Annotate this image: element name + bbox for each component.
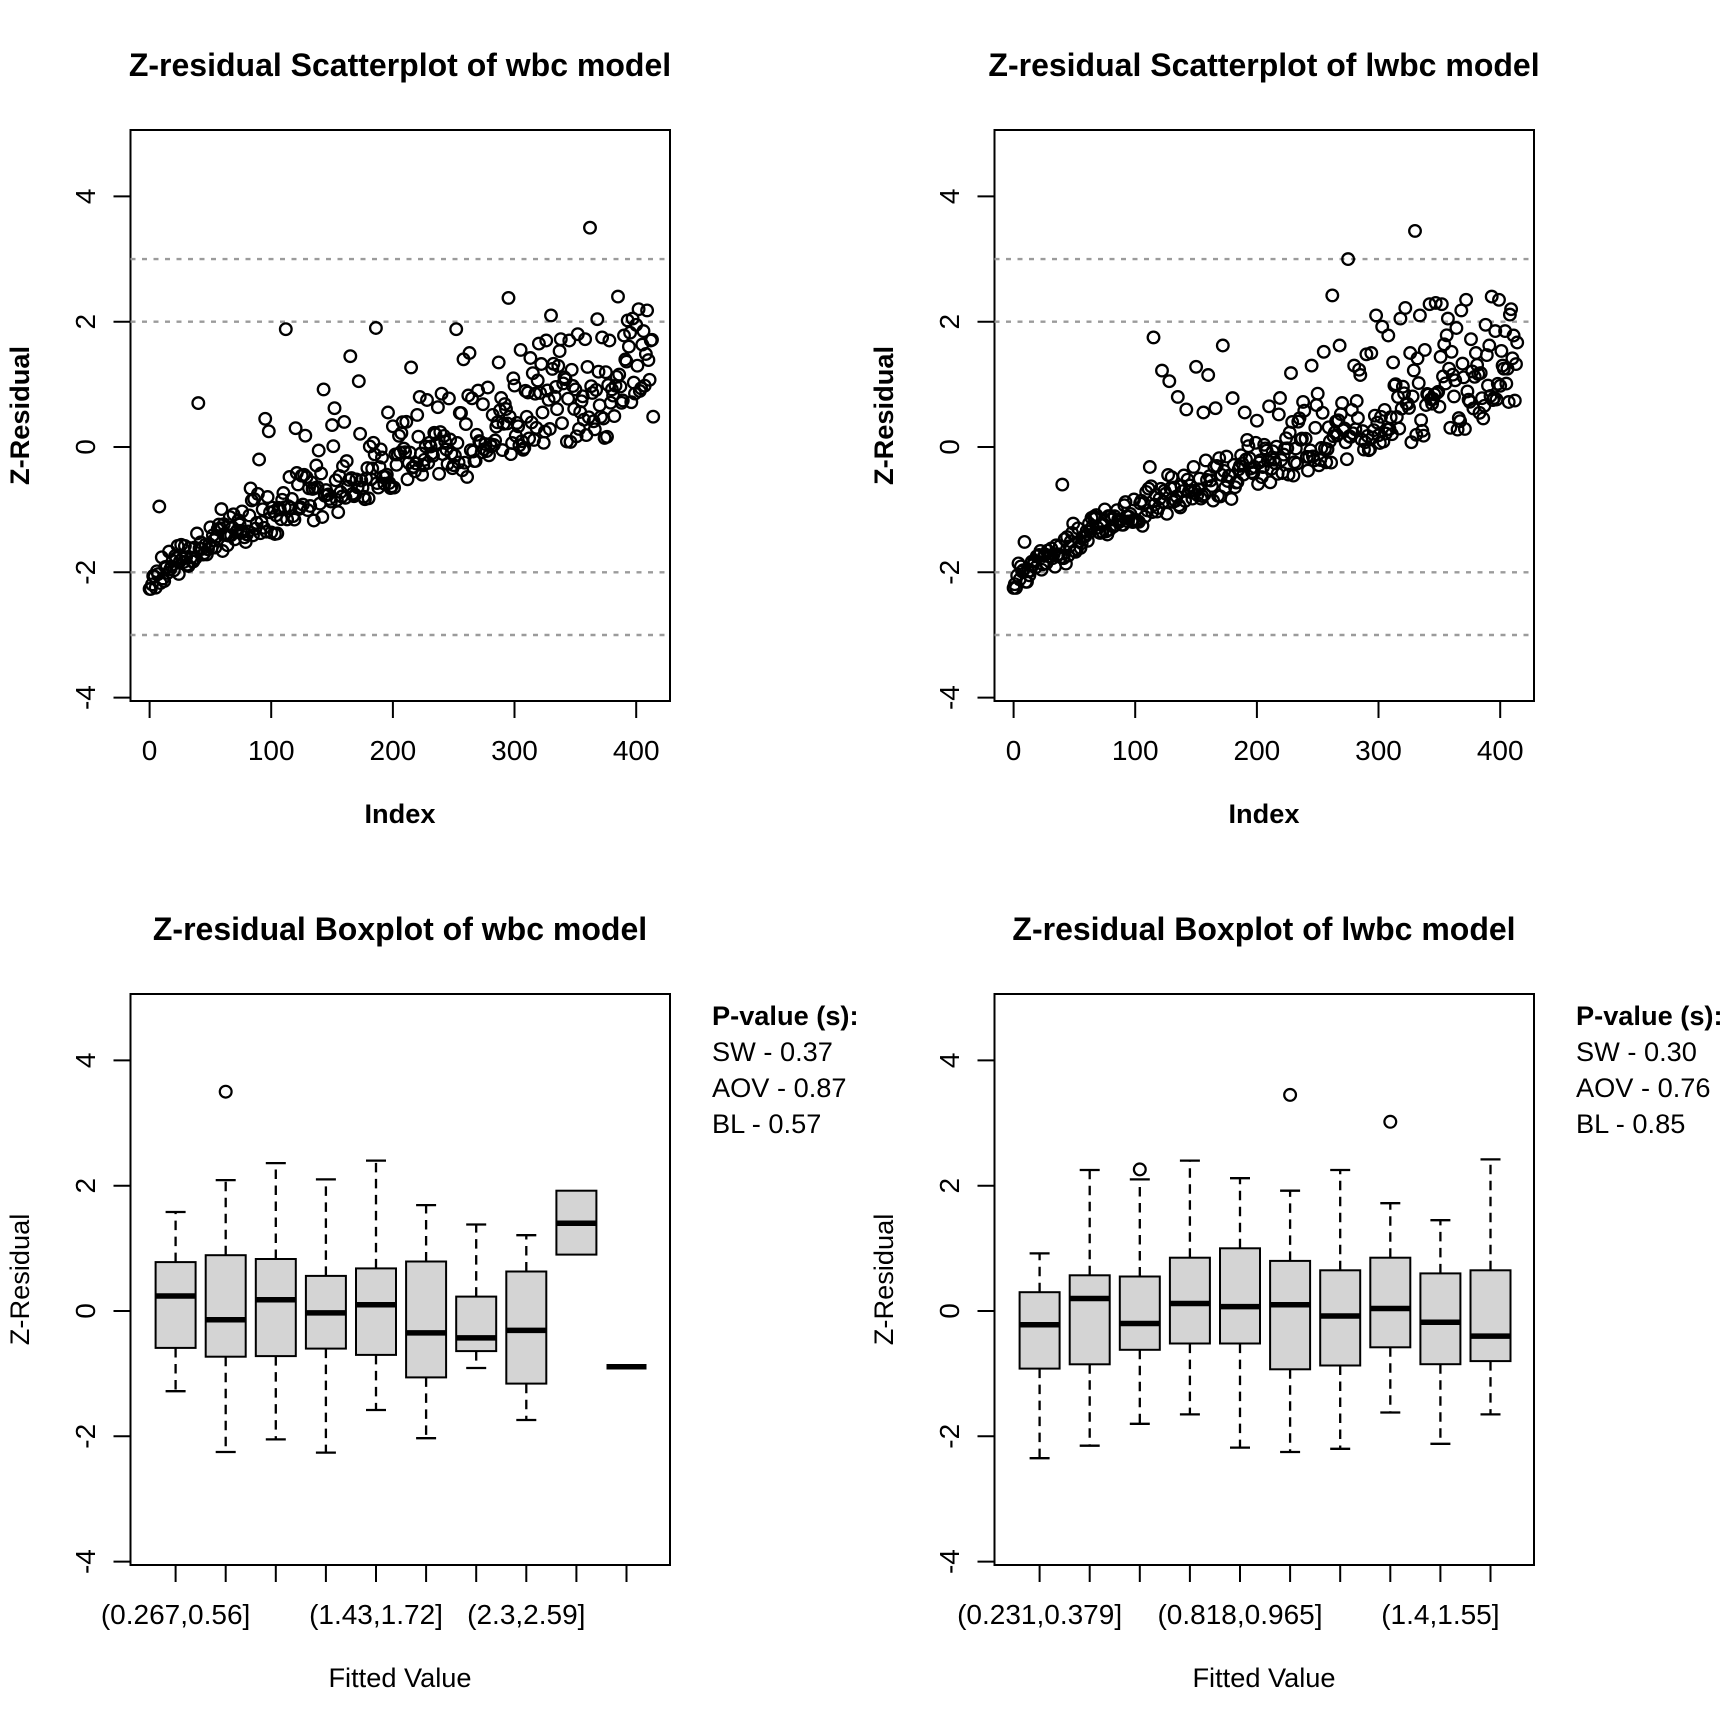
svg-text:300: 300 — [1355, 735, 1402, 766]
svg-text:SW - 0.30: SW - 0.30 — [1576, 1036, 1697, 1067]
svg-text:AOV - 0.87: AOV - 0.87 — [712, 1072, 847, 1103]
svg-text:200: 200 — [1234, 735, 1281, 766]
svg-text:Index: Index — [364, 798, 435, 829]
svg-text:0: 0 — [70, 439, 101, 455]
svg-text:BL - 0.57: BL - 0.57 — [712, 1108, 821, 1139]
svg-text:-2: -2 — [70, 560, 101, 585]
svg-text:Index: Index — [1228, 798, 1299, 829]
svg-text:-2: -2 — [70, 1424, 101, 1449]
svg-text:P-value (s):: P-value (s): — [712, 1000, 859, 1031]
svg-text:-2: -2 — [934, 560, 965, 585]
svg-text:Fitted Value: Fitted Value — [1192, 1662, 1335, 1693]
svg-text:400: 400 — [1477, 735, 1524, 766]
svg-text:100: 100 — [248, 735, 295, 766]
svg-text:-4: -4 — [934, 1549, 965, 1574]
svg-text:0: 0 — [934, 1303, 965, 1319]
svg-text:-4: -4 — [70, 1549, 101, 1574]
svg-text:Z-residual Boxplot of wbc mode: Z-residual Boxplot of wbc model — [153, 911, 647, 947]
svg-text:2: 2 — [70, 1178, 101, 1194]
svg-text:Z-residual Scatterplot of wbc: Z-residual Scatterplot of wbc model — [129, 47, 671, 83]
svg-text:Z-Residual: Z-Residual — [4, 346, 35, 485]
svg-text:(2.3,2.59]: (2.3,2.59] — [467, 1599, 585, 1630]
svg-text:Z-Residual: Z-Residual — [868, 346, 899, 485]
svg-text:-4: -4 — [934, 685, 965, 710]
svg-text:2: 2 — [934, 1178, 965, 1194]
svg-text:0: 0 — [70, 1303, 101, 1319]
svg-text:0: 0 — [1006, 735, 1022, 766]
svg-text:400: 400 — [613, 735, 660, 766]
svg-text:-4: -4 — [70, 685, 101, 710]
svg-text:(1.43,1.72]: (1.43,1.72] — [309, 1599, 443, 1630]
svg-text:4: 4 — [934, 189, 965, 205]
svg-text:0: 0 — [934, 439, 965, 455]
svg-text:0: 0 — [142, 735, 158, 766]
svg-text:(0.267,0.56]: (0.267,0.56] — [101, 1599, 250, 1630]
svg-text:SW - 0.37: SW - 0.37 — [712, 1036, 833, 1067]
svg-text:300: 300 — [491, 735, 538, 766]
svg-text:4: 4 — [934, 1053, 965, 1069]
svg-text:100: 100 — [1112, 735, 1159, 766]
svg-text:(1.4,1.55]: (1.4,1.55] — [1381, 1599, 1499, 1630]
svg-text:4: 4 — [70, 189, 101, 205]
svg-text:BL - 0.85: BL - 0.85 — [1576, 1108, 1685, 1139]
svg-text:(0.818,0.965]: (0.818,0.965] — [1157, 1599, 1322, 1630]
svg-text:200: 200 — [370, 735, 417, 766]
svg-text:Z-residual Scatterplot of lwbc: Z-residual Scatterplot of lwbc model — [988, 47, 1539, 83]
svg-text:AOV - 0.76: AOV - 0.76 — [1576, 1072, 1711, 1103]
svg-text:2: 2 — [70, 314, 101, 330]
svg-text:2: 2 — [934, 314, 965, 330]
svg-text:Fitted Value: Fitted Value — [328, 1662, 471, 1693]
svg-text:Z-Residual: Z-Residual — [4, 1214, 35, 1345]
svg-text:P-value (s):: P-value (s): — [1576, 1000, 1723, 1031]
svg-text:(0.231,0.379]: (0.231,0.379] — [957, 1599, 1122, 1630]
svg-text:Z-Residual: Z-Residual — [868, 1214, 899, 1345]
svg-text:-2: -2 — [934, 1424, 965, 1449]
svg-text:Z-residual Boxplot of lwbc mod: Z-residual Boxplot of lwbc model — [1012, 911, 1515, 947]
svg-text:4: 4 — [70, 1053, 101, 1069]
